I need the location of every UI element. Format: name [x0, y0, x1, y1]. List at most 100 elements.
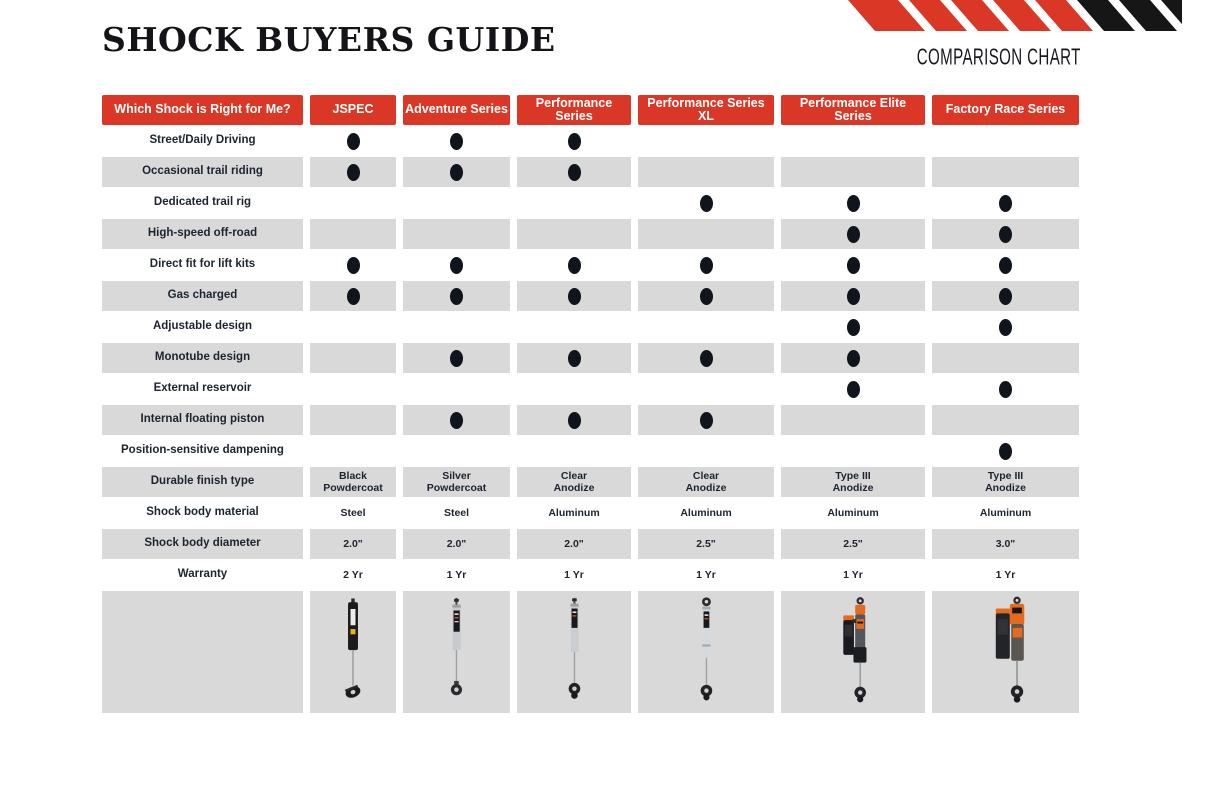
table-cell-direct-fit-for-lift-kits-performance-series	[517, 250, 631, 280]
table-cell-occasional-trail-riding-factory-race-series	[932, 157, 1079, 187]
column-header-performance-series-xl: Performance Series XL	[638, 95, 774, 125]
table-cell-high-speed-off-road-performance-elite-series	[781, 219, 925, 249]
performance-series-shock-photo	[517, 591, 631, 713]
table-cell-external-reservoir-factory-race-series	[932, 374, 1079, 404]
table-cell-shock-body-diameter-performance-elite-series: 2.5"	[781, 529, 925, 559]
table-cell-street-daily-driving-jspec	[310, 126, 396, 156]
feature-dot	[999, 287, 1012, 305]
table-cell-durable-finish-type-jspec: Black Powdercoat	[310, 467, 396, 497]
feature-dot	[846, 225, 860, 243]
page-title: SHOCK BUYERS GUIDE	[102, 20, 556, 59]
feature-dot	[450, 256, 463, 274]
table-cell-position-sensitive-dampening-adventure-series	[403, 436, 510, 466]
factory-race-series-shock-photo	[932, 591, 1079, 713]
feature-dot	[999, 442, 1012, 460]
feature-dot	[567, 256, 581, 274]
table-cell-dedicated-trail-rig-performance-elite-series	[781, 188, 925, 218]
table-cell-monotube-design-jspec	[310, 343, 396, 373]
table-cell-shock-body-material-performance-series-xl: Aluminum	[680, 506, 732, 519]
performance-series-xl-shock-photo	[638, 591, 774, 713]
row-label-durable-finish-type: Durable finish type	[102, 467, 303, 497]
table-cell-external-reservoir-performance-series-xl	[638, 374, 774, 404]
table-cell-warranty-adventure-series: 1 Yr	[446, 568, 467, 581]
feature-dot	[450, 132, 463, 150]
row-label-street-daily-driving: Street/Daily Driving	[149, 134, 256, 147]
table-cell-high-speed-off-road-performance-series	[517, 219, 631, 249]
table-cell-internal-floating-piston-performance-elite-series	[781, 405, 925, 435]
table-cell-external-reservoir-adventure-series	[403, 374, 510, 404]
table-cell-durable-finish-type-adventure-series: Silver Powdercoat	[403, 467, 510, 497]
feature-dot	[699, 256, 713, 274]
feature-dot	[450, 349, 463, 367]
table-cell-street-daily-driving-adventure-series	[403, 126, 510, 156]
row-label-external-reservoir: External reservoir	[153, 382, 252, 395]
table-cell-gas-charged-performance-series-xl	[638, 281, 774, 311]
table-cell-external-reservoir-jspec	[310, 374, 396, 404]
product-image-row	[102, 591, 1086, 713]
table-cell-position-sensitive-dampening-jspec	[310, 436, 396, 466]
table-cell-adjustable-design-performance-series	[517, 312, 631, 342]
column-header-performance-elite-series: Performance Elite Series	[781, 95, 925, 125]
table-cell-dedicated-trail-rig-jspec	[310, 188, 396, 218]
feature-dot	[846, 287, 860, 305]
feature-dot	[999, 318, 1012, 336]
row-label-monotube-design: Monotube design	[102, 343, 303, 373]
comparison-grid: Which Shock is Right for Me? JSPEC Adventu…	[102, 95, 1086, 590]
table-cell-occasional-trail-riding-performance-series	[517, 157, 631, 187]
table-cell-internal-floating-piston-factory-race-series	[932, 405, 1079, 435]
table-cell-occasional-trail-riding-performance-elite-series	[781, 157, 925, 187]
table-cell-shock-body-diameter-jspec: 2.0"	[310, 529, 396, 559]
table-cell-position-sensitive-dampening-performance-series	[517, 436, 631, 466]
table-cell-shock-body-diameter-performance-series: 2.0"	[517, 529, 631, 559]
table-cell-warranty-performance-series: 1 Yr	[564, 568, 584, 581]
table-cell-shock-body-diameter-adventure-series: 2.0"	[403, 529, 510, 559]
table-cell-internal-floating-piston-jspec	[310, 405, 396, 435]
column-header-factory-race-series: Factory Race Series	[932, 95, 1079, 125]
table-cell-gas-charged-factory-race-series	[932, 281, 1079, 311]
table-cell-dedicated-trail-rig-performance-series	[517, 188, 631, 218]
table-cell-direct-fit-for-lift-kits-jspec	[310, 250, 396, 280]
table-cell-shock-body-diameter-factory-race-series: 3.0"	[932, 529, 1079, 559]
feature-dot	[846, 380, 860, 398]
column-header-performance-series: Performance Series	[517, 95, 631, 125]
table-cell-adjustable-design-jspec	[310, 312, 396, 342]
table-cell-position-sensitive-dampening-factory-race-series	[932, 436, 1079, 466]
feature-dot	[699, 411, 713, 429]
feature-dot	[999, 256, 1012, 274]
feature-dot	[846, 349, 860, 367]
adventure-series-shock-photo	[403, 591, 510, 713]
feature-dot	[450, 287, 463, 305]
row-label-dedicated-trail-rig: Dedicated trail rig	[153, 196, 252, 209]
table-cell-warranty-jspec: 2 Yr	[343, 568, 363, 581]
feature-dot	[346, 256, 360, 274]
table-cell-occasional-trail-riding-adventure-series	[403, 157, 510, 187]
table-cell-shock-body-material-adventure-series: Steel	[443, 506, 470, 519]
feature-dot	[999, 194, 1012, 212]
row-label-warranty: Warranty	[177, 568, 228, 581]
feature-dot	[846, 318, 860, 336]
table-cell-high-speed-off-road-adventure-series	[403, 219, 510, 249]
row-label-internal-floating-piston: Internal floating piston	[102, 405, 303, 435]
feature-dot	[846, 194, 860, 212]
table-cell-position-sensitive-dampening-performance-elite-series	[781, 436, 925, 466]
table-cell-adjustable-design-factory-race-series	[932, 312, 1079, 342]
feature-dot	[999, 380, 1012, 398]
table-cell-durable-finish-type-performance-series: Clear Anodize	[517, 467, 631, 497]
feature-dot	[567, 163, 581, 181]
table-cell-warranty-performance-elite-series: 1 Yr	[843, 568, 863, 581]
table-cell-street-daily-driving-performance-series-xl	[638, 126, 774, 156]
table-cell-internal-floating-piston-performance-series	[517, 405, 631, 435]
row-label-shock-body-material: Shock body material	[146, 506, 259, 519]
table-cell-durable-finish-type-performance-series-xl: Clear Anodize	[638, 467, 774, 497]
table-cell-external-reservoir-performance-series	[517, 374, 631, 404]
table-cell-monotube-design-factory-race-series	[932, 343, 1079, 373]
feature-dot	[450, 411, 463, 429]
table-cell-gas-charged-performance-series	[517, 281, 631, 311]
comparison-chart-label: COMPARISON CHART	[917, 44, 1081, 71]
table-cell-shock-body-material-jspec: Steel	[340, 506, 366, 519]
table-cell-monotube-design-performance-series-xl	[638, 343, 774, 373]
table-cell-shock-body-diameter-performance-series-xl: 2.5"	[638, 529, 774, 559]
table-cell-durable-finish-type-performance-elite-series: Type III Anodize	[781, 467, 925, 497]
table-cell-internal-floating-piston-performance-series-xl	[638, 405, 774, 435]
